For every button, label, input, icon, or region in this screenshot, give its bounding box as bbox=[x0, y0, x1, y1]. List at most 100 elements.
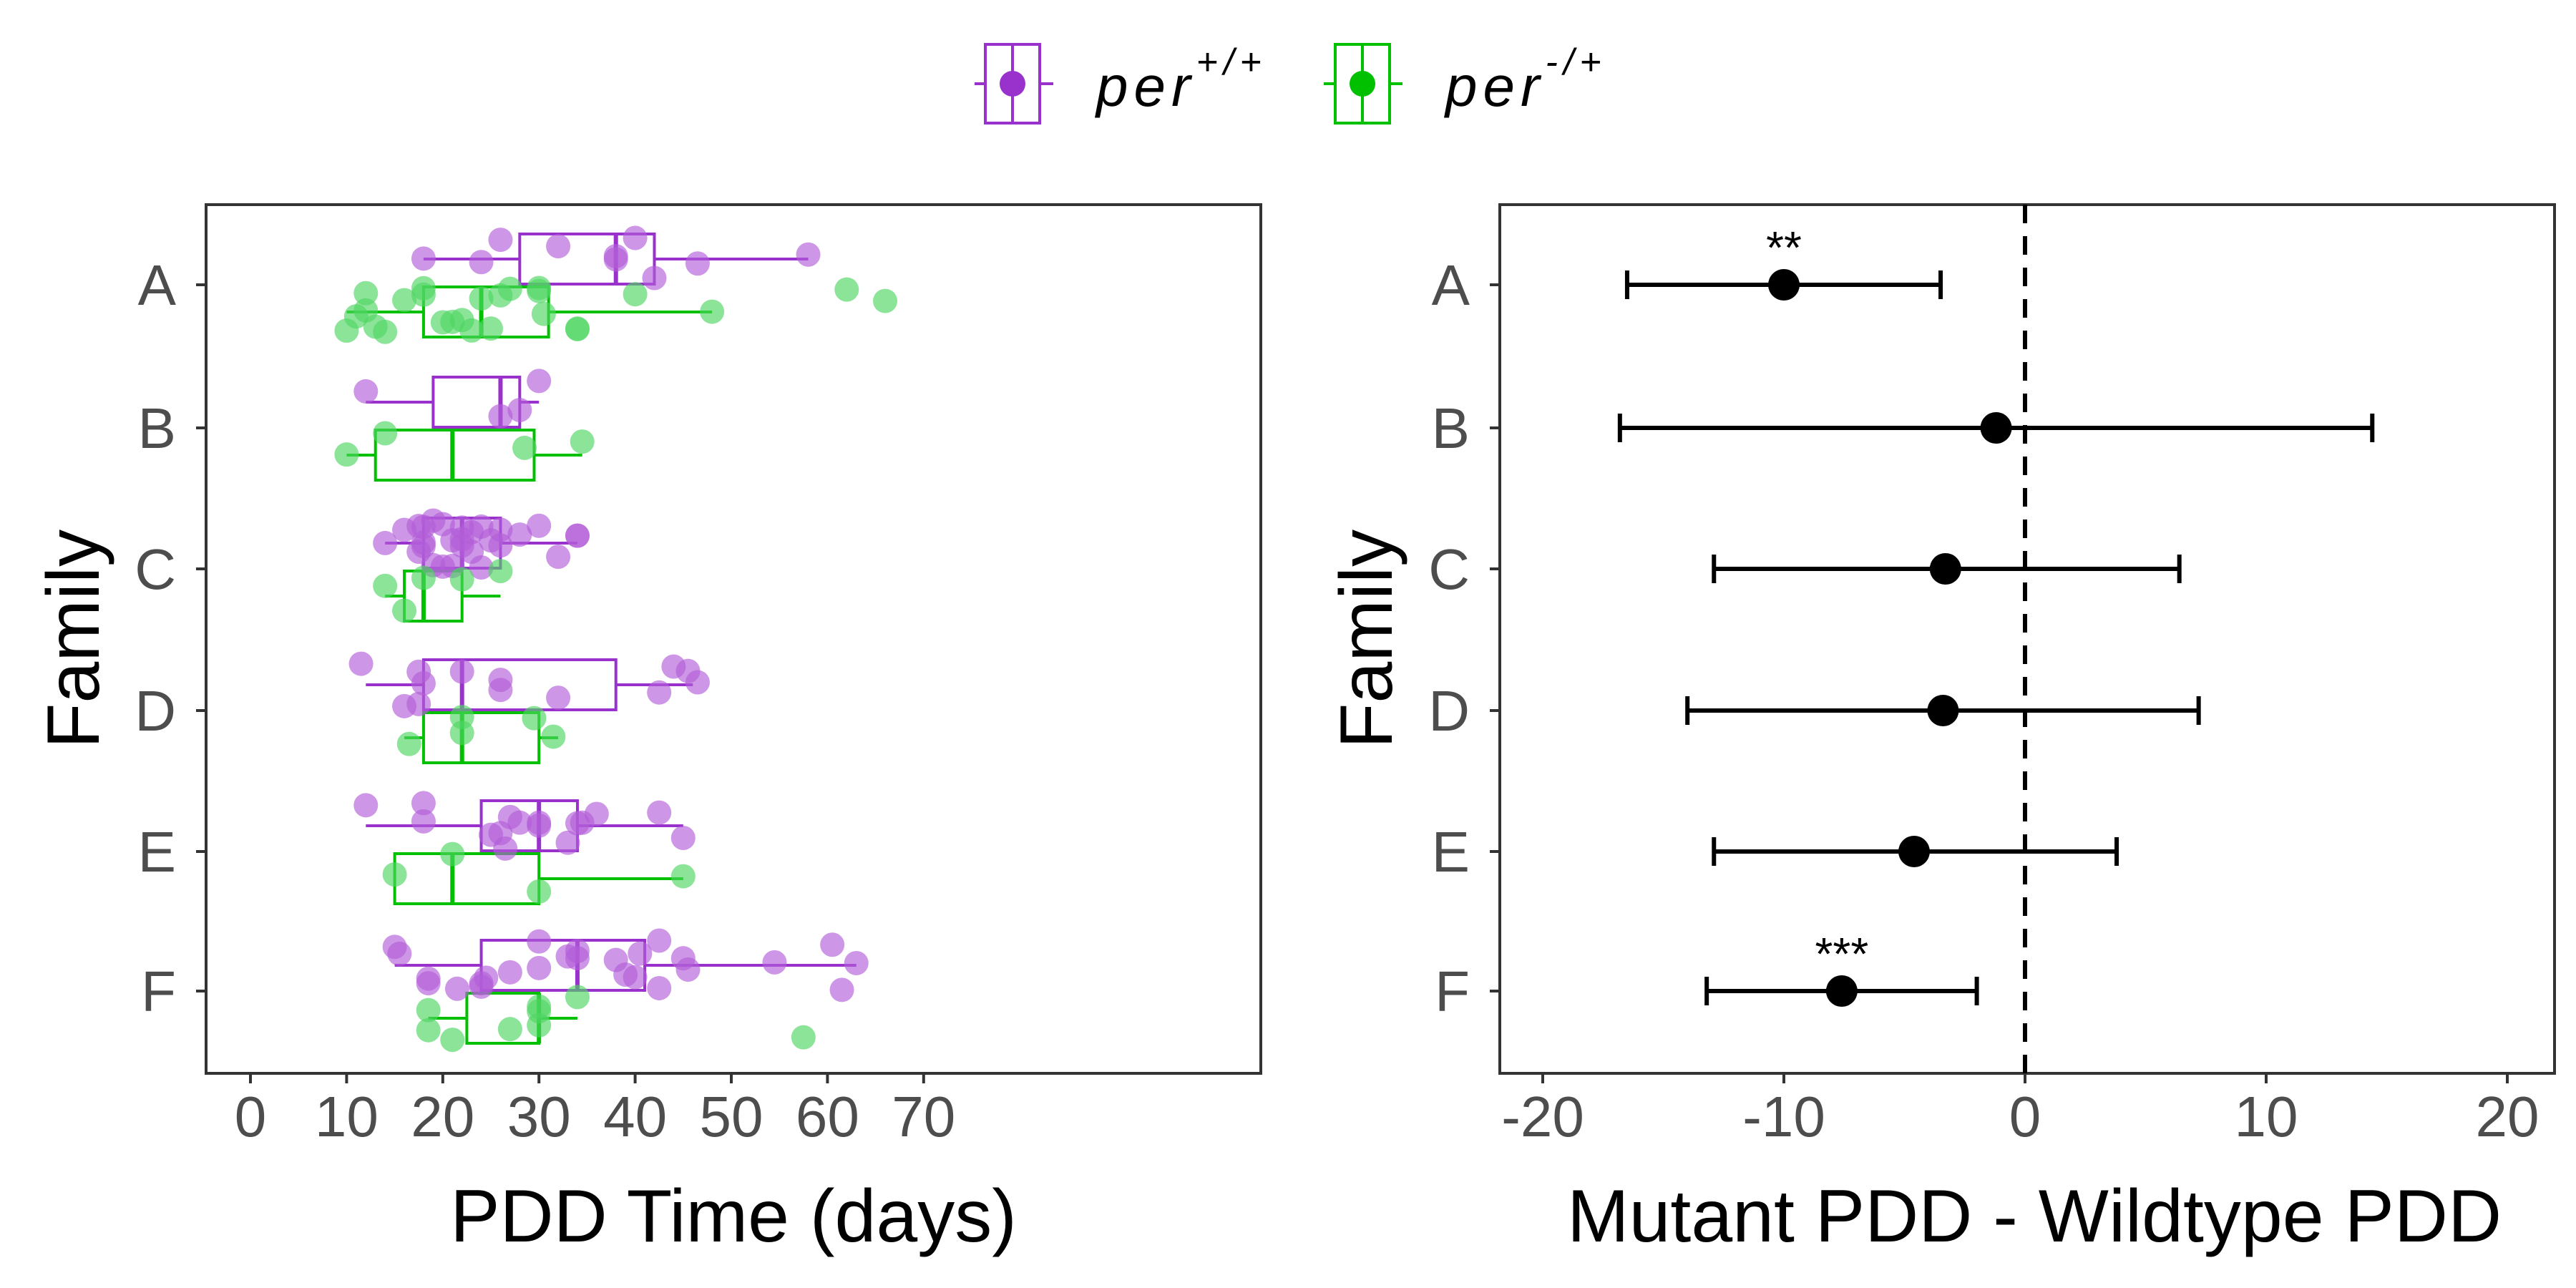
data-point-mutant-A bbox=[497, 276, 522, 301]
data-point-wildtype-B bbox=[353, 379, 379, 404]
x-tick-label: 70 bbox=[892, 1085, 955, 1148]
data-point-mutant-A bbox=[834, 277, 859, 302]
data-point-wildtype-E bbox=[353, 793, 379, 818]
box-iqr bbox=[479, 939, 647, 992]
data-point-wildtype-F bbox=[387, 941, 412, 966]
x-tick-label: 40 bbox=[603, 1085, 667, 1148]
data-point-mutant-F bbox=[416, 997, 441, 1023]
legend-key-mutant-point bbox=[1350, 71, 1375, 97]
data-point-wildtype-E bbox=[584, 801, 609, 826]
data-point-mutant-A bbox=[469, 286, 494, 311]
error-bar-B bbox=[1617, 412, 2375, 444]
data-point-wildtype-D bbox=[411, 670, 436, 696]
legend-label-mutant: per-/+ bbox=[1444, 42, 1607, 118]
data-point-mutant-D bbox=[449, 721, 474, 746]
error-bar-A: ** bbox=[1624, 222, 1943, 301]
data-point-mutant-C bbox=[488, 559, 513, 584]
error-bar-E bbox=[1712, 836, 2119, 867]
y-tick-label: A bbox=[1432, 253, 1470, 317]
y-tick-label: D bbox=[135, 679, 176, 743]
data-point-wildtype-A bbox=[469, 250, 494, 275]
data-point-wildtype-F bbox=[829, 977, 854, 1002]
data-point-mutant-C bbox=[373, 573, 398, 598]
data-point-mutant-D bbox=[541, 724, 566, 749]
estimate-point bbox=[1927, 695, 1959, 726]
plot-frame bbox=[205, 203, 1262, 1075]
data-point-mutant-A bbox=[411, 282, 436, 307]
data-point-mutant-F bbox=[791, 1025, 816, 1050]
data-point-wildtype-C bbox=[546, 545, 571, 570]
estimate-point bbox=[1898, 836, 1930, 867]
data-point-wildtype-A bbox=[603, 247, 628, 272]
data-point-wildtype-D bbox=[406, 691, 431, 716]
y-tick-label: C bbox=[135, 537, 176, 601]
data-point-wildtype-F bbox=[497, 960, 522, 985]
data-point-wildtype-B bbox=[507, 398, 532, 423]
data-point-wildtype-E bbox=[555, 830, 580, 855]
data-point-mutant-E bbox=[670, 864, 696, 889]
data-point-wildtype-A bbox=[488, 228, 513, 253]
data-point-mutant-A bbox=[527, 275, 552, 301]
data-point-mutant-B bbox=[570, 429, 595, 454]
data-point-wildtype-F bbox=[474, 965, 499, 990]
legend-label-wildtype: per+/+ bbox=[1095, 42, 1267, 118]
estimate-point bbox=[1768, 269, 1800, 301]
data-point-mutant-E bbox=[382, 862, 407, 887]
data-point-mutant-A bbox=[373, 319, 398, 344]
data-point-wildtype-A bbox=[642, 265, 667, 291]
legend-label-mutant-name: per bbox=[1444, 54, 1546, 118]
legend: per+/+ per-/+ bbox=[975, 42, 1607, 125]
x-tick-label: 0 bbox=[2009, 1085, 2041, 1148]
error-bar-D bbox=[1685, 695, 2201, 726]
data-point-wildtype-C bbox=[565, 523, 590, 548]
data-point-wildtype-E bbox=[670, 826, 696, 851]
data-point-wildtype-C bbox=[527, 513, 552, 538]
data-point-wildtype-F bbox=[565, 939, 590, 964]
data-point-mutant-A bbox=[353, 280, 379, 306]
data-point-mutant-A bbox=[873, 288, 898, 313]
data-point-wildtype-A bbox=[796, 242, 821, 267]
data-point-mutant-F bbox=[497, 1017, 522, 1042]
data-point-wildtype-B bbox=[527, 369, 552, 394]
box-iqr bbox=[421, 711, 541, 764]
x-tick-label: 0 bbox=[235, 1085, 267, 1148]
data-point-wildtype-F bbox=[844, 950, 869, 975]
y-axis-title: Family bbox=[1325, 530, 1408, 748]
legend-item-wildtype: per+/+ bbox=[975, 42, 1267, 125]
y-tick-label: A bbox=[138, 253, 177, 317]
x-tick-label: -10 bbox=[1742, 1085, 1825, 1148]
data-point-mutant-A bbox=[459, 318, 484, 343]
legend-label-wildtype-name: per bbox=[1095, 54, 1196, 118]
x-tick-label: 20 bbox=[411, 1085, 474, 1148]
data-point-wildtype-C bbox=[373, 530, 398, 555]
data-point-wildtype-E bbox=[411, 809, 436, 834]
data-point-mutant-F bbox=[527, 999, 552, 1024]
y-tick-label: B bbox=[1432, 396, 1470, 460]
data-point-mutant-C bbox=[392, 598, 417, 623]
x-tick-label: 50 bbox=[700, 1085, 763, 1148]
data-point-wildtype-D bbox=[488, 668, 513, 693]
error-bar-F: *** bbox=[1704, 928, 1979, 1007]
pdd-difference-panel: A B C D E F -20 -10 0 10 20 Mutant PDD - Wildtype P… bbox=[1325, 203, 2556, 1258]
x-tick-label: 10 bbox=[315, 1085, 379, 1148]
x-axis-title: Mutant PDD - Wildtype PDD bbox=[1567, 1175, 2502, 1258]
x-tick-label: 60 bbox=[796, 1085, 859, 1148]
data-point-mutant-B bbox=[334, 442, 359, 467]
data-point-mutant-A bbox=[392, 288, 417, 313]
data-point-wildtype-F bbox=[762, 950, 787, 975]
plot-frame bbox=[1498, 203, 2556, 1075]
data-point-wildtype-A bbox=[411, 246, 436, 271]
data-point-mutant-F bbox=[565, 985, 590, 1010]
data-point-wildtype-F bbox=[527, 929, 552, 954]
data-point-wildtype-E bbox=[493, 836, 518, 861]
y-tick-label: E bbox=[1432, 820, 1470, 884]
pdd-time-boxplot-panel: A B C D E F0 10 20 30 40 50 60 70 PDD Time (days) Fami… bbox=[32, 203, 1262, 1258]
data-point-wildtype-D bbox=[647, 680, 672, 705]
y-tick-label: E bbox=[138, 820, 176, 884]
data-point-mutant-E bbox=[527, 879, 552, 904]
y-axis-title: Family bbox=[32, 530, 115, 748]
error-bar-C bbox=[1712, 553, 2182, 585]
data-point-mutant-C bbox=[411, 565, 436, 590]
data-point-mutant-A bbox=[565, 317, 590, 342]
legend-label-mutant-sup: -/+ bbox=[1546, 42, 1607, 83]
